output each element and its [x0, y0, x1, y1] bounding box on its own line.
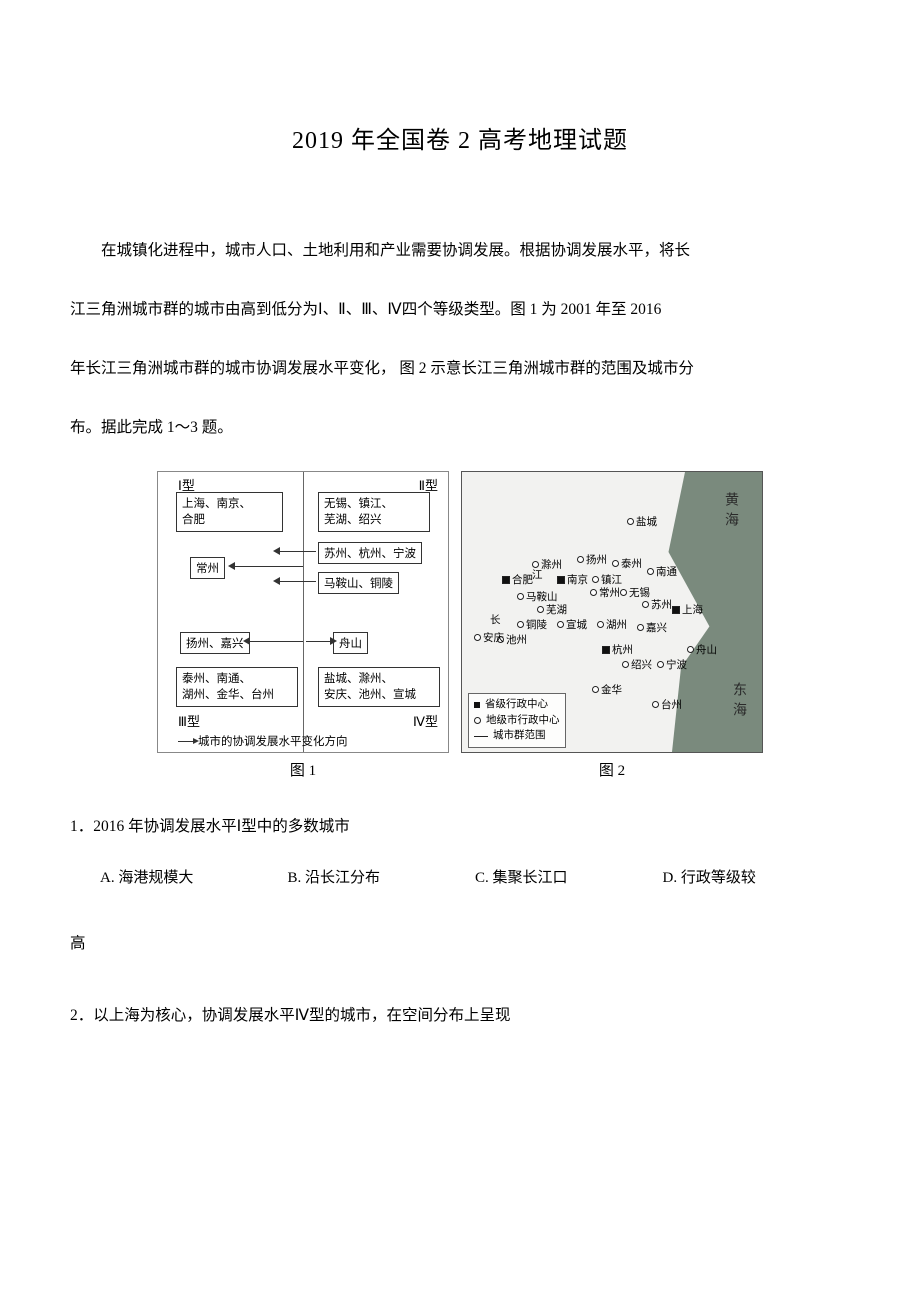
fig1-wrapper: Ⅰ型 Ⅱ型 Ⅲ型 Ⅳ型 上海、南京、 合肥 无锡、镇江、 芜湖、绍兴 泰州、南通…: [157, 471, 449, 780]
city-taizhoujs: 泰州: [612, 556, 642, 571]
city-huzhou: 湖州: [597, 617, 627, 632]
fig2-map: 黄海 东海 盐城 滁州 扬州 泰州 南通 合肥 南京 镇江 常州 无锡 苏州 上…: [461, 471, 763, 753]
label-jiang: 江: [532, 567, 543, 582]
fig1-legend-text: 城市的协调发展水平变化方向: [198, 733, 348, 749]
city-jiaxing: 嘉兴: [637, 620, 667, 635]
city-yancheng: 盐城: [627, 514, 657, 529]
fig1-move-maanshan: 马鞍山、铜陵: [318, 572, 399, 594]
city-hefei: 合肥: [502, 572, 533, 587]
figures-row: Ⅰ型 Ⅱ型 Ⅲ型 Ⅳ型 上海、南京、 合肥 无锡、镇江、 芜湖、绍兴 泰州、南通…: [70, 471, 850, 780]
fig2-legend-cap: 省级行政中心: [485, 697, 548, 713]
fig1-box-tr: 无锡、镇江、 芜湖、绍兴: [318, 492, 430, 532]
fig1-box-br: 盐城、滁州、 安庆、池州、宣城: [318, 667, 440, 707]
q1-opt-a: A. 海港规模大: [100, 862, 288, 895]
label-yellow-sea: 黄海: [720, 492, 740, 532]
fig2-wrapper: 黄海 东海 盐城 滁州 扬州 泰州 南通 合肥 南京 镇江 常州 无锡 苏州 上…: [461, 471, 763, 780]
city-wuhu: 芜湖: [537, 602, 567, 617]
city-nantong: 南通: [647, 564, 677, 579]
city-nanjing: 南京: [557, 572, 588, 587]
intro-line-3: 年长江三角洲城市群的城市协调发展水平变化， 图 2 示意长江三角洲城市群的范围及…: [70, 353, 850, 384]
city-ningbo: 宁波: [657, 657, 687, 672]
fig1-label-typeIV: Ⅳ型: [413, 711, 438, 730]
intro-line-1: 在城镇化进程中，城市人口、土地利用和产业需要协调发展。根据协调发展水平，将长: [70, 235, 850, 266]
city-zhoushan: 舟山: [687, 642, 717, 657]
label-east-sea: 东海: [728, 682, 748, 722]
fig1-move-suzhou: 苏州、杭州、宁波: [318, 542, 422, 564]
city-yangzhou: 扬州: [577, 552, 607, 567]
city-changzhou: 常州: [590, 585, 620, 600]
q1-opt-d-trail: 高: [70, 931, 850, 953]
question-1: 1．2016 年协调发展水平Ⅰ型中的多数城市 A. 海港规模大 B. 沿长江分布…: [70, 810, 850, 895]
q1-opt-b: B. 沿长江分布: [288, 862, 476, 895]
question-2: 2．以上海为核心，协调发展水平Ⅳ型的城市，在空间分布上呈现: [70, 999, 850, 1033]
fig2-legend-line: 城市群范围: [493, 728, 546, 744]
city-tongling: 铜陵: [517, 617, 547, 632]
fig1-move-changzhou: 常州: [190, 557, 225, 579]
fig1-label-typeIII: Ⅲ型: [178, 711, 200, 730]
q1-stem: 1．2016 年协调发展水平Ⅰ型中的多数城市: [70, 810, 850, 844]
q1-options: A. 海港规模大 B. 沿长江分布 C. 集聚长江口 D. 行政等级较: [70, 862, 850, 895]
city-anqing: 安庆: [474, 630, 504, 645]
fig1-legend: 城市的协调发展水平变化方向: [178, 733, 348, 749]
city-shanghai: 上海: [672, 602, 703, 617]
fig2-legend: 省级行政中心 地级市行政中心 城市群范围: [468, 693, 566, 748]
fig1-move-zhoushan: 舟山: [333, 632, 368, 654]
page-title: 2019 年全国卷 2 高考地理试题: [70, 120, 850, 155]
intro-line-4: 布。据此完成 1～3 题。: [70, 412, 850, 443]
fig1-caption: 图 1: [290, 759, 316, 780]
q2-stem: 2．以上海为核心，协调发展水平Ⅳ型的城市，在空间分布上呈现: [70, 999, 850, 1033]
city-shaoxing: 绍兴: [622, 657, 652, 672]
fig2-legend-city: 地级市行政中心: [486, 713, 560, 729]
label-chang: 长: [490, 612, 501, 627]
city-jinhua: 金华: [592, 682, 622, 697]
q1-opt-c: C. 集聚长江口: [475, 862, 663, 895]
fig1-box-bl: 泰州、南通、 湖州、金华、台州: [176, 667, 298, 707]
fig1-box-tl: 上海、南京、 合肥: [176, 492, 283, 532]
intro-passage: 在城镇化进程中，城市人口、土地利用和产业需要协调发展。根据协调发展水平，将长 江…: [70, 235, 850, 443]
fig2-caption: 图 2: [599, 759, 625, 780]
intro-line-2: 江三角洲城市群的城市由高到低分为Ⅰ、Ⅱ、Ⅲ、Ⅳ四个等级类型。图 1 为 2001…: [70, 294, 850, 325]
fig1-move-yangzhou: 扬州、嘉兴: [180, 632, 250, 654]
city-suzhou: 苏州: [642, 597, 672, 612]
city-taizhouzj: 台州: [652, 697, 682, 712]
q1-opt-d: D. 行政等级较: [663, 862, 851, 895]
fig1-diagram: Ⅰ型 Ⅱ型 Ⅲ型 Ⅳ型 上海、南京、 合肥 无锡、镇江、 芜湖、绍兴 泰州、南通…: [157, 471, 449, 753]
city-hangzhou: 杭州: [602, 642, 633, 657]
city-xuancheng: 宣城: [557, 617, 587, 632]
